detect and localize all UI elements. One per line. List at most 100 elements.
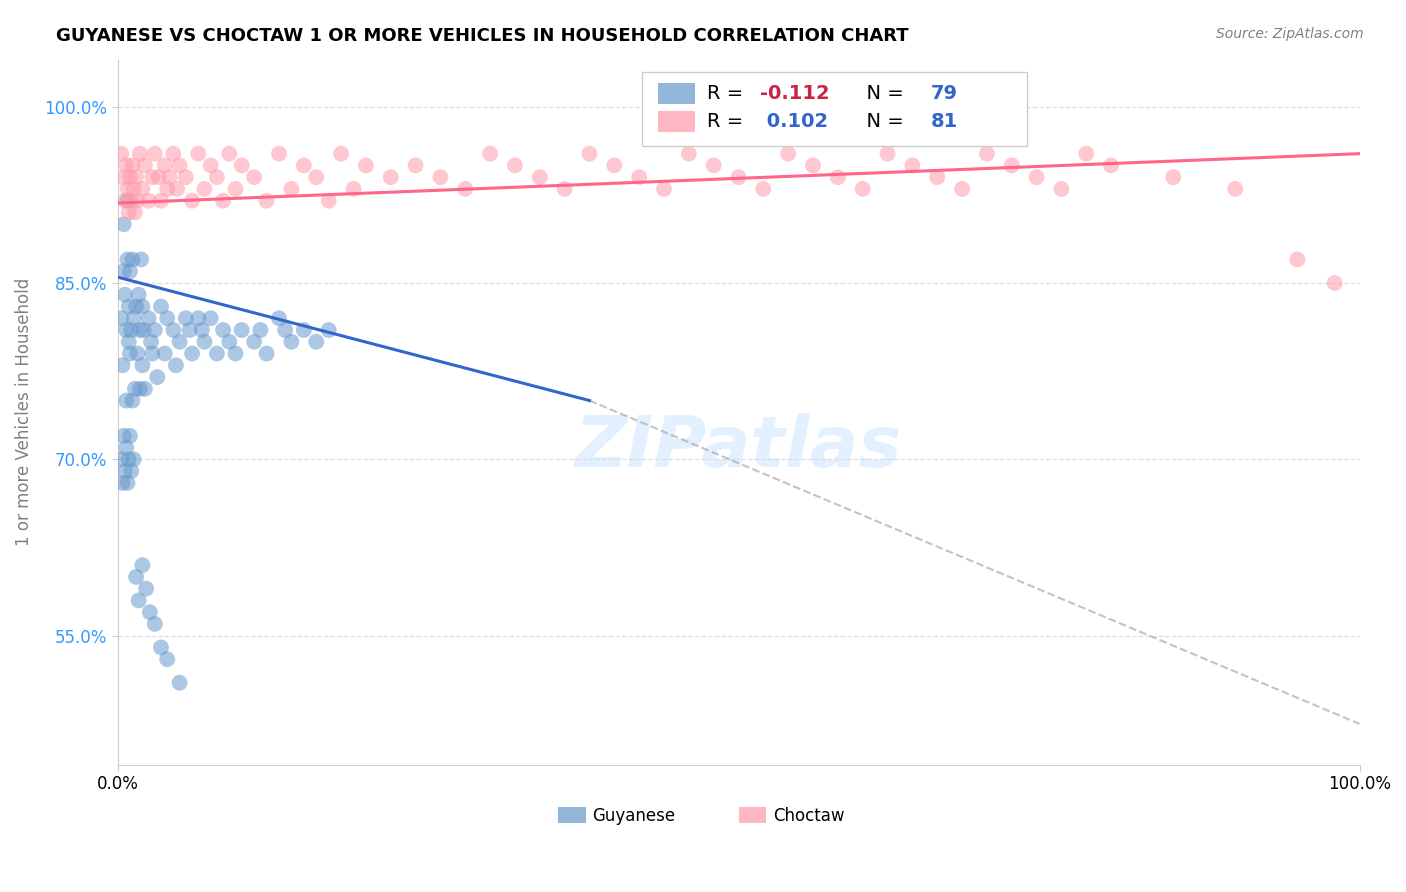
Point [405, 158, 427, 172]
Text: N =: N = [853, 84, 910, 103]
Point [205, 346, 228, 360]
Point [112, 429, 135, 443]
Point [120, 464, 142, 478]
Point [120, 194, 142, 208]
Point [156, 311, 179, 326]
Point [876, 146, 898, 161]
Point [200, 158, 222, 172]
Point [212, 323, 235, 337]
Point [117, 475, 139, 490]
Point [143, 323, 166, 337]
Point [801, 158, 824, 172]
Point [122, 182, 145, 196]
Point [454, 182, 477, 196]
Point [169, 334, 191, 349]
Point [1286, 252, 1309, 267]
Point [128, 146, 150, 161]
Point [125, 170, 148, 185]
Text: Guyanese: Guyanese [592, 807, 675, 825]
Point [125, 570, 148, 584]
Text: 79: 79 [931, 84, 957, 103]
Point [110, 146, 132, 161]
Point [181, 346, 204, 360]
Text: Choctaw: Choctaw [773, 807, 845, 825]
Point [1099, 158, 1122, 172]
Point [218, 146, 240, 161]
Point [193, 334, 215, 349]
Point [143, 146, 166, 161]
Point [118, 264, 141, 278]
Point [141, 170, 163, 185]
Point [112, 170, 135, 185]
Point [112, 217, 135, 231]
Point [166, 182, 188, 196]
Point [292, 158, 315, 172]
Point [122, 311, 145, 326]
Point [243, 170, 266, 185]
Point [156, 652, 179, 666]
Point [124, 382, 146, 396]
Point [127, 194, 149, 208]
Bar [558, 807, 586, 823]
Point [118, 346, 141, 360]
Point [678, 146, 700, 161]
Point [429, 170, 451, 185]
Text: 81: 81 [931, 112, 959, 131]
Point [114, 287, 136, 301]
Point [128, 287, 150, 301]
Point [131, 182, 153, 196]
Point [121, 393, 143, 408]
Point [1161, 170, 1184, 185]
Point [150, 300, 173, 314]
Point [169, 158, 191, 172]
Bar [658, 112, 695, 132]
Point [138, 311, 160, 326]
Point [125, 300, 148, 314]
Point [1050, 182, 1073, 196]
Point [305, 334, 328, 349]
Point [174, 170, 197, 185]
Text: R =: R = [707, 112, 749, 131]
Point [131, 300, 153, 314]
Point [479, 146, 502, 161]
Point [169, 675, 191, 690]
Point [141, 346, 163, 360]
Point [1001, 158, 1024, 172]
Point [231, 323, 253, 337]
Point [134, 158, 156, 172]
Point [131, 558, 153, 573]
Point [143, 616, 166, 631]
Point [225, 182, 247, 196]
Point [249, 323, 271, 337]
Point [132, 323, 155, 337]
Point [150, 640, 173, 655]
Point [901, 158, 924, 172]
Text: R =: R = [707, 84, 749, 103]
Point [267, 311, 290, 326]
Point [380, 170, 402, 185]
Point [118, 300, 141, 314]
Point [243, 334, 266, 349]
Point [162, 146, 184, 161]
Point [280, 334, 302, 349]
Point [122, 452, 145, 467]
Point [110, 452, 132, 467]
FancyBboxPatch shape [641, 71, 1026, 145]
Point [274, 323, 297, 337]
Point [330, 146, 353, 161]
Point [727, 170, 749, 185]
Point [134, 382, 156, 396]
Point [752, 182, 775, 196]
Text: GUYANESE VS CHOCTAW 1 OR MORE VEHICLES IN HOUSEHOLD CORRELATION CHART: GUYANESE VS CHOCTAW 1 OR MORE VEHICLES I… [56, 27, 908, 45]
Point [179, 323, 201, 337]
Point [150, 194, 173, 208]
Point [778, 146, 800, 161]
Point [111, 475, 134, 490]
Point [342, 182, 364, 196]
Point [112, 264, 135, 278]
Point [205, 170, 228, 185]
Point [131, 359, 153, 373]
Point [115, 323, 138, 337]
Point [118, 205, 141, 219]
Point [191, 323, 214, 337]
